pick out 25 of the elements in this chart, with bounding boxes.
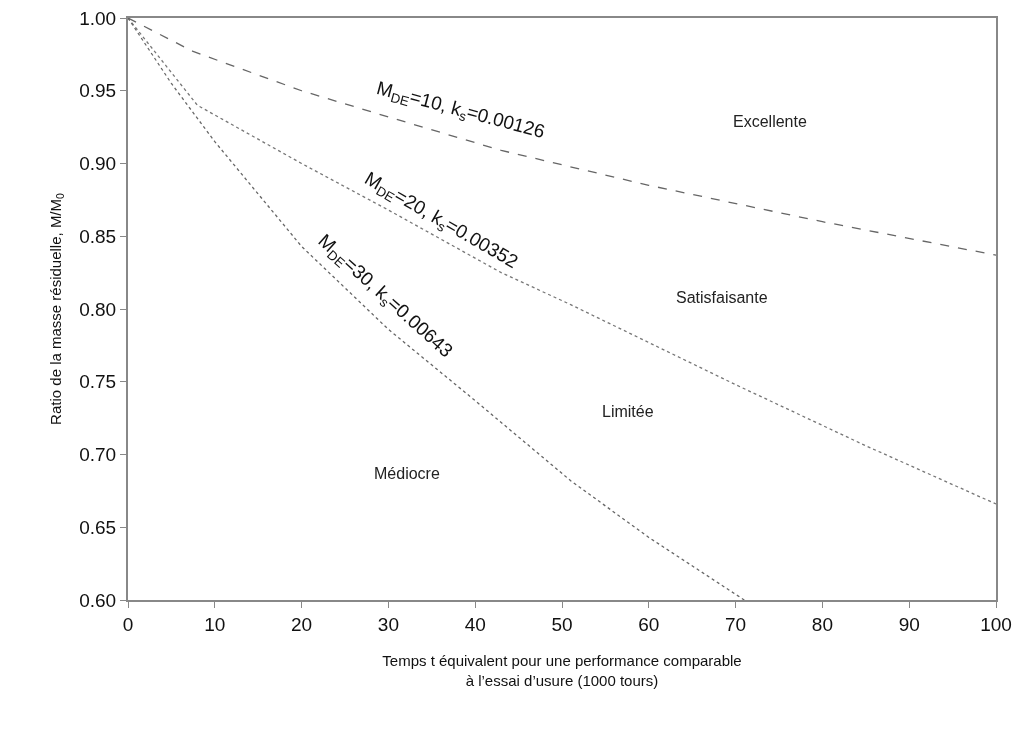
x-tick-label: 0 [122, 613, 134, 635]
y-tick-label: 0.60 [79, 589, 117, 611]
annotation: Excellente [733, 113, 807, 130]
y-tick-label: 0.85 [79, 225, 117, 247]
y-tick-label: 0.90 [79, 153, 117, 175]
x-tick-label: 30 [377, 613, 399, 635]
x-tick-label: 50 [551, 613, 573, 635]
x-tick-label: 20 [291, 613, 313, 635]
x-tick-label: 100 [980, 613, 1012, 635]
annotation: Satisfaisante [676, 289, 768, 306]
y-tick-label: 0.70 [79, 444, 117, 466]
x-tick-label: 70 [725, 613, 747, 635]
x-tick-label: 90 [898, 613, 920, 635]
x-tick-label: 80 [811, 613, 833, 635]
x-tick-label: 40 [464, 613, 486, 635]
x-axis-title: Temps t équivalent pour une performance comparable à l’essai d’usure (1000 tours) [382, 652, 742, 689]
annotation: Limitée [602, 403, 654, 420]
y-tick-label: 1.00 [79, 7, 117, 29]
y-tick-label: 0.95 [79, 80, 117, 102]
x-tick-label: 10 [204, 613, 226, 635]
y-tick-label: 0.65 [79, 516, 117, 538]
y-tick-label: 0.75 [79, 371, 117, 393]
annotation: Médiocre [374, 465, 440, 482]
y-tick-label: 0.80 [79, 298, 117, 320]
x-tick-label: 60 [638, 613, 660, 635]
